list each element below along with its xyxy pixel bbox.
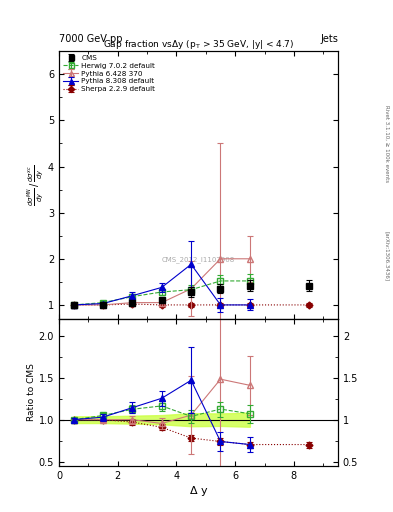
Text: [arXiv:1306.3436]: [arXiv:1306.3436]	[385, 231, 389, 281]
Text: 7000 GeV pp: 7000 GeV pp	[59, 33, 123, 44]
Text: Rivet 3.1.10, ≥ 100k events: Rivet 3.1.10, ≥ 100k events	[385, 105, 389, 182]
Title: Gap fraction vs$\Delta$y (p$_\mathrm{T}$ > 35 GeV, |y| < 4.7): Gap fraction vs$\Delta$y (p$_\mathrm{T}$…	[103, 38, 294, 51]
Text: CMS_2012_I1102908: CMS_2012_I1102908	[162, 257, 235, 263]
X-axis label: $\Delta$ y: $\Delta$ y	[189, 483, 208, 498]
Text: Jets: Jets	[320, 33, 338, 44]
Y-axis label: $\frac{d\sigma^{MN}}{dy}\,/\,\frac{d\sigma^{xc}}{dy}$: $\frac{d\sigma^{MN}}{dy}\,/\,\frac{d\sig…	[26, 164, 46, 206]
Y-axis label: Ratio to CMS: Ratio to CMS	[27, 364, 36, 421]
Legend: CMS, Herwig 7.0.2 default, Pythia 6.428 370, Pythia 8.308 default, Sherpa 2.2.9 : CMS, Herwig 7.0.2 default, Pythia 6.428 …	[61, 53, 157, 94]
